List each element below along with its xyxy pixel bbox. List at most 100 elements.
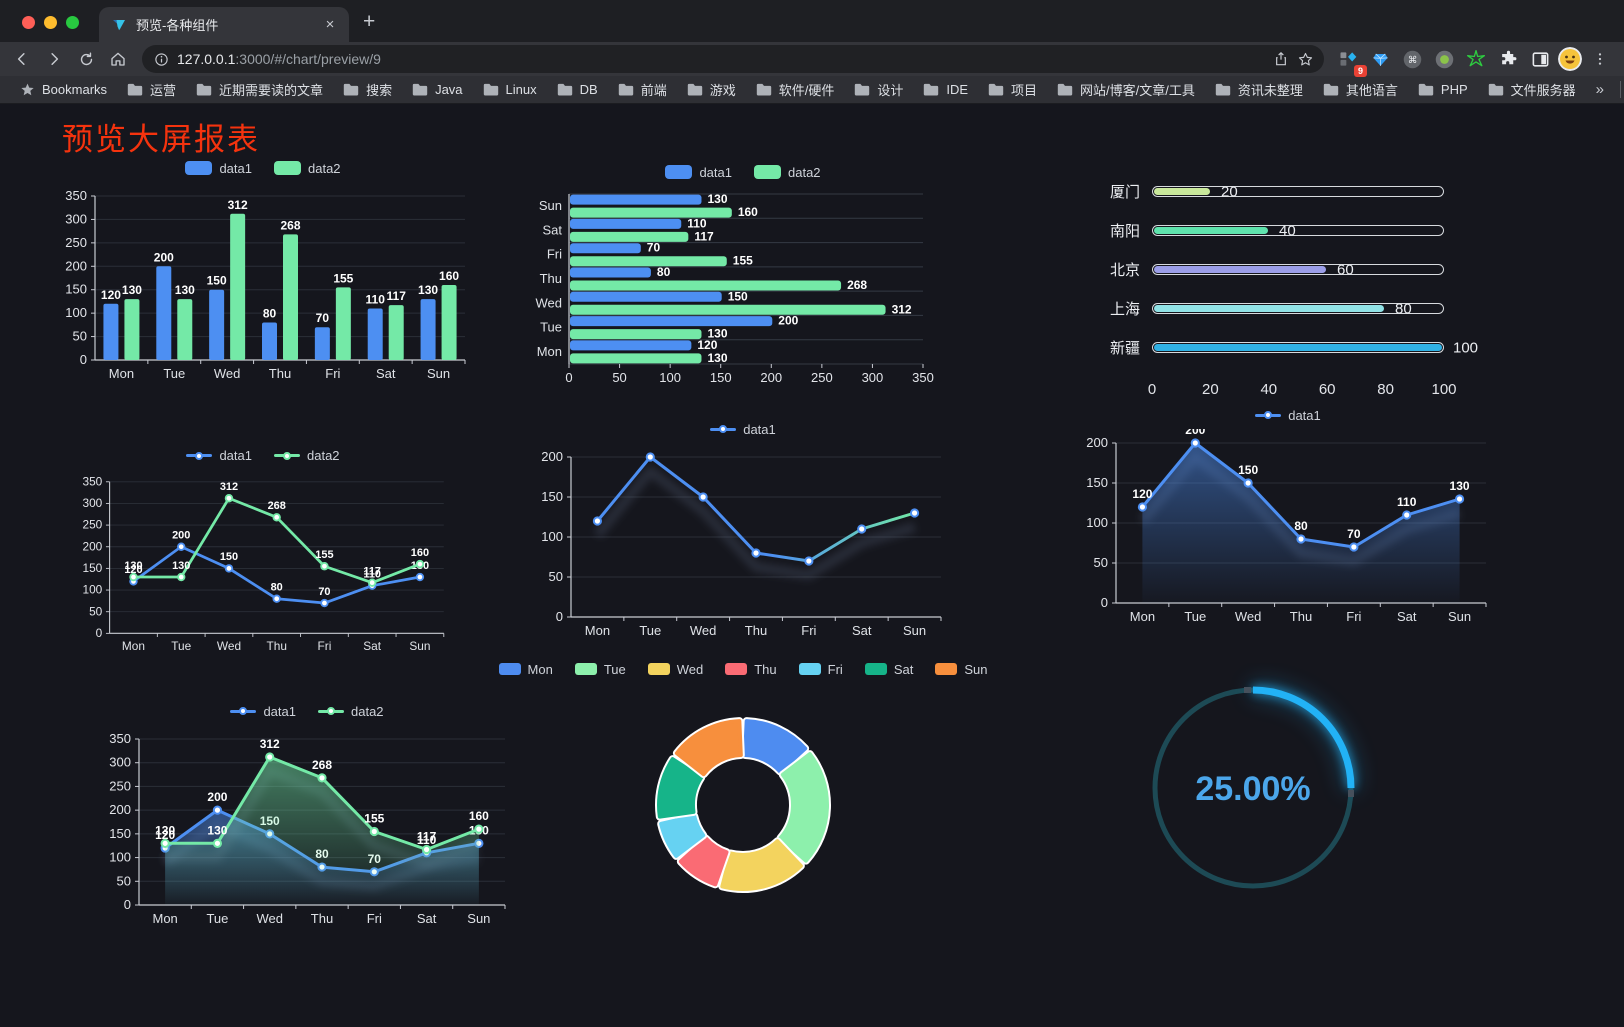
bookmark-folder-16-icon — [1488, 83, 1504, 96]
bookmark-folder-16[interactable]: 文件服务器 — [1480, 77, 1584, 102]
axis-tick-label: 80 — [1377, 381, 1394, 398]
progress-axis: 0 20 40 60 80 100 — [1148, 381, 1457, 407]
bookmark-folder-8[interactable]: 软件/硬件 — [748, 77, 843, 102]
chart-legend: data1 data2 — [665, 160, 821, 184]
legend-item-data1[interactable]: data1 — [665, 165, 732, 180]
bookmark-folder-0[interactable]: 运营 — [119, 77, 184, 102]
bookmark-label: PHP — [1440, 82, 1468, 97]
svg-text:120: 120 — [124, 564, 142, 576]
legend-item-data1[interactable]: data1 — [710, 422, 776, 437]
svg-text:200: 200 — [65, 258, 87, 273]
legend-swatch-icon — [647, 663, 670, 675]
maximize-window-button[interactable] — [66, 16, 79, 29]
svg-text:200: 200 — [154, 250, 174, 264]
bookmarks-overflow-chevron[interactable]: » — [1595, 81, 1605, 98]
svg-text:Thu: Thu — [311, 911, 333, 926]
close-window-button[interactable] — [22, 16, 35, 29]
svg-text:100: 100 — [65, 305, 87, 320]
svg-text:312: 312 — [228, 198, 248, 212]
extension-green-star-icon[interactable] — [1462, 45, 1490, 73]
legend-item-Wed[interactable]: Wed — [647, 662, 703, 677]
share-icon[interactable] — [1273, 51, 1289, 67]
legend-item-data2[interactable]: data2 — [754, 165, 821, 180]
legend-item-data2[interactable]: data2 — [274, 448, 340, 463]
legend-item-data1[interactable]: data1 — [185, 161, 252, 176]
legend-item-Sun[interactable]: Sun — [935, 662, 987, 677]
bookmark-folder-3[interactable]: Java — [404, 79, 470, 100]
svg-text:350: 350 — [109, 731, 131, 746]
chart-legend: data1 — [710, 417, 776, 441]
profile-avatar[interactable] — [1558, 47, 1582, 71]
bookmark-folder-5[interactable]: DB — [549, 79, 606, 100]
svg-text:Thu: Thu — [745, 623, 767, 638]
back-button[interactable] — [8, 45, 36, 73]
legend-item-data1[interactable]: data1 — [1255, 408, 1321, 423]
extension-gem-icon[interactable] — [1366, 45, 1394, 73]
progress-list: 厦门 20 南阳 40 北京 60 上海 80 新疆 100 0 20 40 60 80 100 — [1088, 172, 1488, 407]
pie-slice-Thu — [678, 836, 729, 887]
bookmark-folder-7[interactable]: 游戏 — [679, 77, 744, 102]
bookmark-label: 游戏 — [709, 83, 736, 98]
site-info-icon[interactable] — [154, 52, 169, 67]
bookmark-folder-2[interactable]: 搜索 — [335, 77, 400, 102]
bookmark-folder-13[interactable]: 资讯未整理 — [1207, 77, 1311, 102]
line-series-data2 — [129, 493, 425, 587]
minimize-window-button[interactable] — [44, 16, 57, 29]
svg-text:0: 0 — [80, 352, 87, 367]
bookmark-folder-12-icon — [1057, 83, 1073, 96]
bookmark-folder-10[interactable]: IDE — [915, 79, 976, 100]
svg-text:350: 350 — [65, 188, 87, 203]
svg-text:200: 200 — [83, 539, 103, 553]
home-button[interactable] — [104, 45, 132, 73]
bookmark-item-bookmarks[interactable]: Bookmarks — [12, 79, 115, 100]
reload-button[interactable] — [72, 45, 100, 73]
bookmark-folder-14[interactable]: 其他语言 — [1315, 77, 1406, 102]
legend-item-Mon[interactable]: Mon — [498, 662, 553, 677]
legend-item-Fri[interactable]: Fri — [798, 662, 843, 677]
legend-item-data1[interactable]: data1 — [186, 448, 252, 463]
browser-tab[interactable]: 预览-各种组件 × — [99, 7, 349, 42]
bookmark-folder-6[interactable]: 前端 — [610, 77, 675, 102]
chart-legend: data1 data2 — [185, 156, 341, 180]
chart-legend: data1 data2 — [230, 699, 384, 723]
bookmark-folder-12[interactable]: 网站/博客/文章/工具 — [1049, 77, 1203, 102]
forward-button[interactable] — [40, 45, 68, 73]
legend-item-data2[interactable]: data2 — [318, 704, 384, 719]
svg-text:Tue: Tue — [206, 911, 228, 926]
svg-text:50: 50 — [89, 604, 103, 618]
legend-marker-icon — [283, 451, 291, 460]
legend-item-data1[interactable]: data1 — [230, 704, 296, 719]
progress-track: 60 — [1152, 261, 1444, 278]
bookmark-folder-9[interactable]: 设计 — [846, 77, 911, 102]
svg-text:110: 110 — [1397, 495, 1417, 509]
svg-text:Mon: Mon — [537, 344, 562, 359]
pie-slice-Wed — [720, 839, 803, 891]
bookmark-folder-9-icon — [854, 83, 870, 96]
new-tab-button[interactable]: + — [363, 10, 376, 33]
bookmark-folder-4[interactable]: Linux — [475, 79, 545, 100]
menu-icon[interactable] — [1586, 45, 1614, 73]
bookmark-folder-11[interactable]: 项目 — [980, 77, 1045, 102]
extensions-puzzle-icon[interactable] — [1494, 45, 1522, 73]
extension-axure-icon[interactable]: 9 — [1334, 45, 1367, 77]
legend-swatch-icon — [754, 165, 781, 179]
axis-tick-label: 0 — [1147, 381, 1157, 398]
tab-close-icon[interactable]: × — [325, 15, 335, 33]
extension-record-icon[interactable] — [1430, 45, 1458, 73]
svg-text:Tue: Tue — [540, 320, 562, 335]
legend-label: Tue — [603, 661, 626, 677]
legend-item-data2[interactable]: data2 — [274, 161, 341, 176]
legend-item-Thu[interactable]: Thu — [725, 662, 777, 677]
extension-command-icon[interactable]: ⌘ — [1398, 45, 1426, 73]
legend-item-Sat[interactable]: Sat — [864, 662, 913, 677]
bookmark-folder-1[interactable]: 近期需要读的文章 — [188, 77, 331, 102]
legend-item-Tue[interactable]: Tue — [574, 661, 626, 677]
chart-legend: Mon Tue Wed Thu Fri Sat Sun — [498, 657, 987, 681]
url-bar[interactable]: 127.0.0.1:3000/#/chart/preview/9 — [142, 45, 1324, 73]
legend-swatch-icon — [710, 425, 737, 433]
svg-text:117: 117 — [694, 229, 714, 243]
bookmark-folder-15[interactable]: PHP — [1410, 79, 1476, 100]
tab-manager-icon[interactable] — [1526, 45, 1554, 73]
axis-tick-label: 100 — [1431, 381, 1457, 398]
bookmark-star-icon[interactable] — [1297, 51, 1314, 68]
